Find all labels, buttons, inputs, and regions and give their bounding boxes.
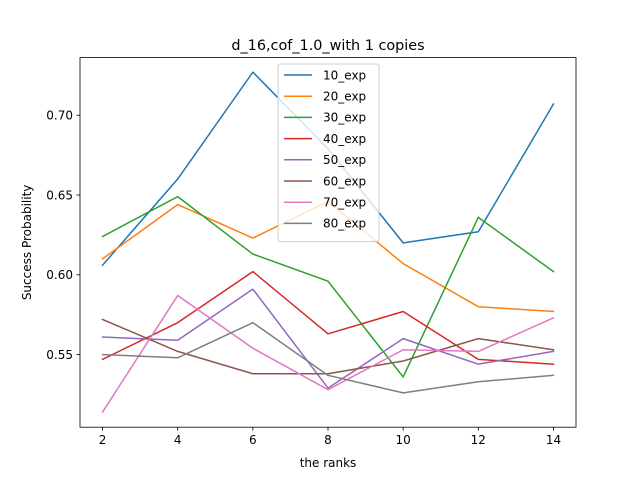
y-tick-label: 0.70 xyxy=(46,109,73,123)
y-tick-label: 0.55 xyxy=(46,348,73,362)
series-line-80_exp xyxy=(101,321,555,394)
series-line-70_exp xyxy=(101,294,555,414)
x-tick-label: 6 xyxy=(249,433,257,447)
x-axis-label: the ranks xyxy=(300,456,357,470)
x-tick-label: 12 xyxy=(471,433,486,447)
x-tick-label: 8 xyxy=(324,433,332,447)
legend-box xyxy=(277,63,380,243)
y-tick-label: 0.65 xyxy=(46,188,73,202)
legend: 10_exp 20_exp 30_exp 40_exp 50_exp 60_exp 70_e… xyxy=(277,63,380,243)
x-axis-ticks: 2 4 6 8 10 12 14 xyxy=(99,427,561,447)
legend-label-20_exp: 20_exp xyxy=(323,90,366,104)
legend-label-30_exp: 30_exp xyxy=(323,111,366,125)
legend-label-50_exp: 50_exp xyxy=(323,153,366,167)
series-line-30_exp xyxy=(101,195,555,378)
legend-label-80_exp: 80_exp xyxy=(323,217,366,231)
y-axis-label: Success Probability xyxy=(20,185,34,301)
y-tick-label: 0.60 xyxy=(46,268,73,282)
series-line-50_exp xyxy=(101,288,555,389)
x-tick-label: 4 xyxy=(174,433,182,447)
x-tick-label: 14 xyxy=(546,433,561,447)
x-tick-label: 2 xyxy=(99,433,107,447)
legend-label-10_exp: 10_exp xyxy=(323,68,366,82)
y-axis-ticks: 0.55 0.60 0.65 0.70 xyxy=(46,109,80,362)
legend-label-60_exp: 60_exp xyxy=(323,174,366,188)
series-line-40_exp xyxy=(101,270,555,365)
legend-label-40_exp: 40_exp xyxy=(323,132,366,146)
chart-title: d_16,cof_1.0_with 1 copies xyxy=(231,38,424,54)
x-tick-label: 10 xyxy=(396,433,411,447)
series-line-60_exp xyxy=(101,318,555,375)
legend-label-70_exp: 70_exp xyxy=(323,196,366,210)
